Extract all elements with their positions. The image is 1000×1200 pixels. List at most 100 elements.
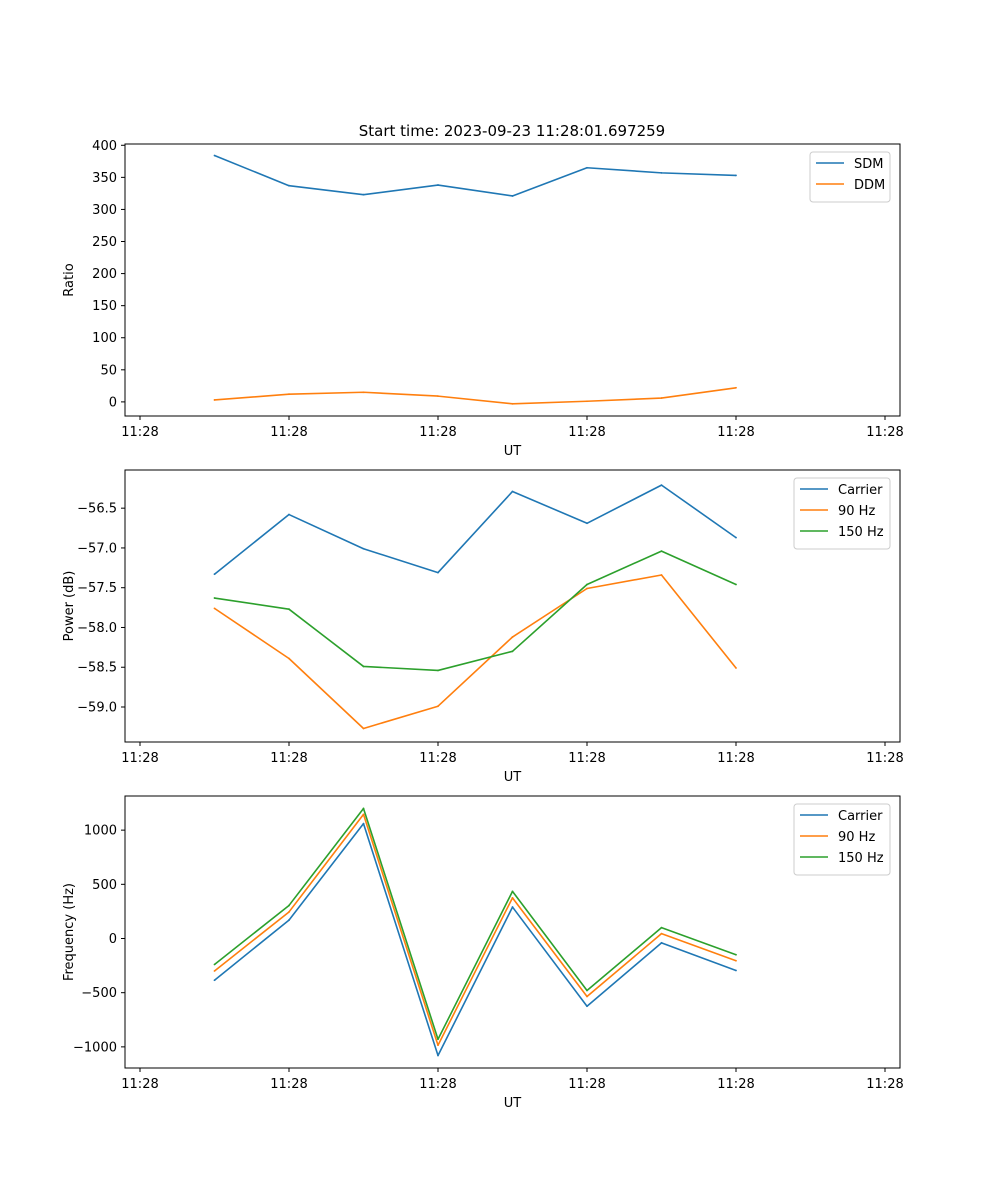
axes-frame	[124, 143, 901, 417]
y-tick-label: 100	[92, 331, 117, 346]
data-point	[735, 667, 737, 669]
data-point	[660, 932, 663, 935]
data-point	[511, 896, 514, 899]
series-line-carrier	[213, 822, 737, 1057]
y-tick-label: 250	[92, 235, 117, 250]
panels: 11:28 11:28 11:28 11:28 11:28 11:28 0 50 100 150 2…	[62, 139, 904, 1111]
y-tick-label: −1000	[73, 1040, 117, 1055]
y-tick-label: 0	[109, 932, 117, 947]
data-point	[213, 963, 216, 966]
legend-label: DDM	[854, 178, 885, 193]
legend-label: 150 Hz	[838, 525, 884, 540]
series-line-90-hz	[214, 574, 737, 730]
y-tick-label: 300	[92, 203, 117, 218]
legend-label: Carrier	[838, 483, 883, 498]
data-point	[437, 184, 439, 186]
data-point	[660, 941, 663, 944]
axes-frame	[124, 469, 901, 743]
axes-frame	[124, 795, 901, 1069]
data-point	[213, 597, 216, 599]
data-point	[735, 959, 737, 962]
data-point	[362, 813, 365, 816]
data-point	[586, 995, 588, 998]
legend: Carrier 90 Hz 150 Hz	[793, 477, 891, 550]
y-tick-label: −500	[81, 986, 117, 1001]
legend: Carrier 90 Hz 150 Hz	[793, 803, 891, 876]
data-point	[213, 970, 216, 972]
x-tick-label: 11:28	[717, 425, 754, 440]
x-tick-label: 11:28	[270, 1077, 307, 1092]
data-point	[735, 583, 737, 586]
data-point	[288, 513, 290, 516]
data-point	[437, 705, 439, 708]
data-point	[362, 391, 365, 394]
data-point	[511, 195, 514, 197]
x-tick-label: 11:28	[568, 425, 605, 440]
data-point	[735, 174, 737, 177]
legend-label: SDM	[854, 157, 883, 172]
y-tick-label: 200	[92, 267, 117, 282]
data-point	[288, 608, 290, 611]
data-point	[437, 395, 439, 398]
legend-label: Carrier	[838, 809, 883, 824]
data-point	[735, 969, 737, 972]
series-line-150-hz	[214, 550, 737, 672]
x-tick-label: 11:28	[419, 425, 456, 440]
data-point	[511, 490, 514, 493]
series-line-150-hz	[214, 807, 737, 1041]
data-point	[437, 669, 439, 672]
data-point	[735, 536, 737, 539]
data-point	[660, 926, 663, 929]
data-point	[660, 484, 663, 487]
data-point	[586, 989, 588, 992]
x-tick-label: 11:28	[121, 751, 158, 766]
legend-label: 90 Hz	[838, 504, 875, 519]
y-tick-label: 1000	[84, 824, 117, 839]
x-tick-label: 11:28	[717, 1077, 754, 1092]
y-tick-label: 350	[92, 171, 117, 186]
data-point	[586, 583, 588, 586]
data-point	[288, 919, 290, 921]
data-point	[213, 399, 216, 401]
legend-label: 150 Hz	[838, 851, 884, 866]
x-tick-label: 11:28	[270, 425, 307, 440]
data-point	[586, 1005, 588, 1008]
y-tick-label: 500	[92, 878, 117, 893]
data-point	[362, 822, 365, 825]
y-tick-label: 400	[92, 139, 117, 154]
data-point	[288, 393, 290, 396]
legend-label: 90 Hz	[838, 830, 875, 845]
x-axis-label: UT	[504, 770, 522, 785]
x-tick-label: 11:28	[419, 1077, 456, 1092]
data-point	[213, 573, 216, 576]
x-tick-label: 11:28	[568, 1077, 605, 1092]
data-point	[511, 906, 514, 908]
y-tick-label: 0	[109, 395, 117, 410]
y-tick-label: 150	[92, 299, 117, 314]
x-tick-label: 11:28	[717, 751, 754, 766]
y-tick-label: −57.0	[77, 541, 117, 556]
y-tick-label: −59.0	[77, 701, 117, 716]
data-point	[437, 1044, 439, 1047]
x-tick-label: 11:28	[270, 751, 307, 766]
data-point	[586, 400, 588, 403]
data-point	[362, 665, 365, 668]
y-axis-label: Power (dB)	[62, 571, 77, 642]
data-point	[288, 911, 290, 913]
data-point	[288, 184, 290, 187]
data-point	[362, 547, 365, 550]
data-point	[362, 807, 365, 810]
data-point	[511, 636, 514, 638]
data-point	[288, 904, 290, 907]
x-tick-label: 11:28	[568, 751, 605, 766]
data-point	[660, 550, 663, 553]
series-line-ddm	[214, 386, 737, 405]
data-point	[437, 1038, 439, 1041]
data-point	[362, 727, 365, 730]
data-point	[511, 650, 514, 653]
data-point	[213, 154, 216, 157]
data-point	[437, 1054, 439, 1057]
x-tick-label: 11:28	[866, 1077, 903, 1092]
data-point	[735, 953, 737, 956]
